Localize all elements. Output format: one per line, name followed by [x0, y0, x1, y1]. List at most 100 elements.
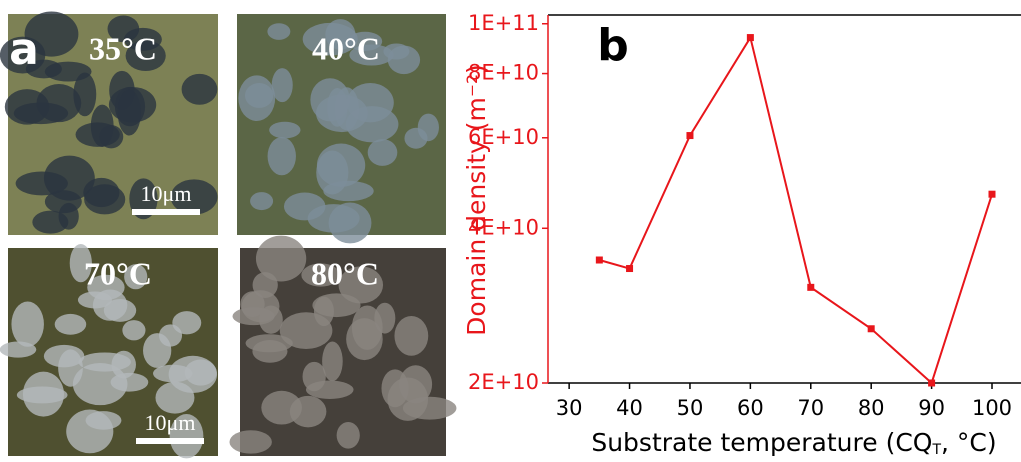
grain [15, 171, 68, 196]
grain [54, 313, 87, 335]
panel-label: b [597, 20, 629, 71]
grain [283, 192, 326, 221]
grain [267, 137, 296, 176]
marker [686, 132, 694, 140]
grain [58, 202, 79, 230]
grain [36, 84, 82, 123]
grain [267, 23, 291, 40]
x-tick-label: 50 [677, 396, 704, 420]
marker [746, 34, 754, 42]
temperature-label: 40°C [312, 30, 380, 66]
grain [302, 22, 358, 56]
grain [381, 369, 409, 408]
x-axis-label-tail: , °C) [941, 428, 997, 457]
x-axis-label: Substrate temperature (CQT, °C) [591, 428, 996, 458]
grain [404, 127, 428, 149]
x-tick-label: 30 [556, 396, 583, 420]
grain [69, 244, 92, 283]
x-tick-label: 90 [918, 396, 945, 420]
grain [181, 73, 218, 105]
grain [316, 143, 366, 187]
grain [259, 305, 283, 334]
grain [269, 121, 301, 139]
grain [328, 202, 372, 244]
grain [0, 36, 46, 74]
grain [117, 89, 141, 136]
y-tick-label: 4E+10 [468, 215, 539, 239]
grain [316, 94, 368, 133]
grain [44, 61, 92, 82]
grain [279, 312, 333, 349]
micrographs [0, 11, 457, 459]
grain [84, 184, 126, 215]
grain [155, 381, 195, 414]
marker [807, 283, 815, 291]
x-tick-label: 80 [858, 396, 885, 420]
grain [125, 40, 166, 72]
grain [271, 68, 293, 103]
grain [103, 298, 137, 322]
marker [988, 190, 996, 198]
grain [374, 302, 396, 334]
grain [301, 263, 341, 287]
x-tick-label: 60 [737, 396, 764, 420]
grain [252, 272, 278, 298]
grain [124, 264, 148, 290]
scale-bar-label: 10μm [141, 181, 192, 206]
grain [75, 122, 120, 147]
grain [261, 390, 302, 425]
marker [928, 379, 936, 387]
x-axis-label-text: Substrate temperature (CQ [591, 428, 932, 457]
grain [250, 192, 274, 211]
grain [170, 179, 218, 215]
scale-bar [132, 209, 200, 215]
grain [72, 362, 128, 406]
grain [85, 411, 122, 430]
grain [238, 75, 276, 122]
grain [245, 334, 293, 353]
grain [22, 371, 65, 417]
grain [122, 320, 146, 341]
marker [867, 325, 875, 333]
panel-label: a [9, 24, 39, 75]
grain [255, 235, 307, 282]
grain [302, 361, 326, 392]
temperature-label: 70°C [84, 255, 152, 291]
scale-bar-label: 10μm [145, 410, 196, 435]
grain [338, 266, 384, 304]
grain [43, 344, 85, 368]
grain [184, 359, 217, 386]
temperature-label: 35°C [89, 30, 157, 66]
grain [336, 422, 360, 449]
grain [87, 274, 125, 301]
scale-bar [136, 438, 204, 444]
y-tick-label: 1E+11 [468, 11, 539, 35]
grain [349, 44, 394, 66]
y-axis-label: Domain density (m⁻²) [462, 64, 491, 336]
x-axis-label-sub: T [931, 442, 941, 458]
grain [229, 430, 272, 454]
marker [626, 265, 634, 273]
grain [367, 139, 398, 166]
grain [107, 15, 140, 43]
grain [11, 301, 44, 347]
y-tick-label: 6E+10 [468, 125, 539, 149]
grain [346, 318, 383, 361]
x-tick-label: 100 [972, 396, 1012, 420]
grain [0, 341, 37, 358]
x-tick-label: 40 [616, 396, 643, 420]
x-tick-label: 70 [797, 396, 824, 420]
chart: 2E+10 4E+10 6E+10 8E+10 1E+11 30 40 50 60 70 80 90 1… [462, 11, 1021, 458]
grain [172, 311, 202, 335]
data-line [599, 34, 993, 385]
grain [169, 414, 204, 459]
grain [394, 316, 429, 356]
y-tick-label: 2E+10 [468, 370, 539, 394]
y-tick-label: 8E+10 [468, 61, 539, 85]
grain [153, 364, 193, 383]
grain [387, 45, 421, 75]
temperature-label: 80°C [311, 255, 379, 291]
grain [402, 396, 457, 420]
marker [595, 256, 603, 264]
